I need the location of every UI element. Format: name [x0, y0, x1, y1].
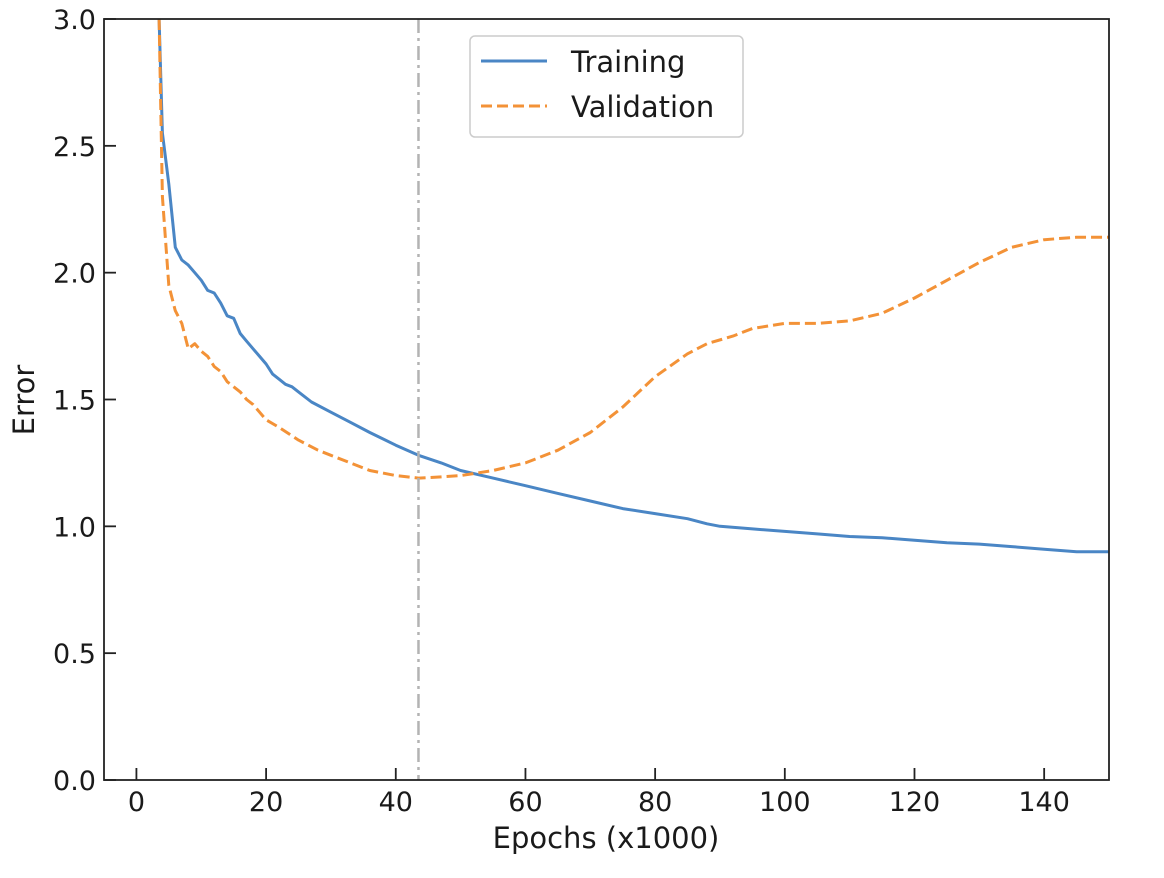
y-axis-ticks: 0.0 0.5 1.0 1.5 2.0 2.5 3.0	[53, 5, 116, 797]
x-tick-label: 0	[128, 787, 145, 818]
series-line-training	[157, 19, 1109, 554]
legend-label-validation: Validation	[571, 90, 714, 124]
legend-label-training: Training	[570, 45, 685, 79]
x-tick-label: 120	[889, 787, 941, 818]
y-tick-label: 3.0	[53, 5, 96, 36]
y-tick-label: 1.5	[53, 386, 96, 417]
legend: Training Validation	[469, 35, 744, 138]
y-tick-label: 2.5	[53, 132, 96, 163]
y-tick-label: 2.0	[53, 259, 96, 290]
x-tick-label: 140	[1018, 787, 1070, 818]
x-tick-label: 100	[759, 787, 811, 818]
x-tick-label: 20	[249, 787, 283, 818]
x-tick-label: 60	[508, 787, 542, 818]
series-line-validation	[157, 19, 1109, 480]
y-axis-label: Error	[7, 365, 41, 436]
y-tick-label: 0.5	[53, 639, 96, 670]
x-axis-label: Epochs (x1000)	[493, 821, 720, 855]
x-tick-label: 40	[379, 787, 413, 818]
y-tick-label: 0.0	[53, 766, 96, 797]
y-tick-label: 1.0	[53, 512, 96, 543]
plot-lines	[157, 19, 1109, 554]
x-axis-ticks: 0 20 40 60 80 100 120 140	[128, 768, 1070, 818]
x-tick-label: 80	[638, 787, 672, 818]
